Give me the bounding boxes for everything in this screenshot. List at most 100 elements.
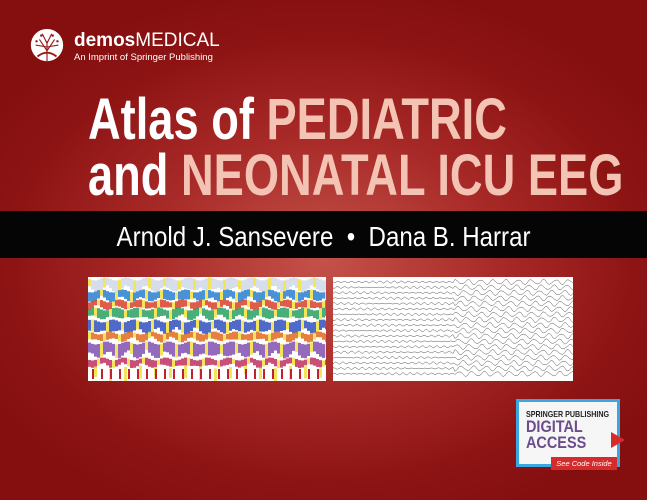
- spectrogram-cell: [160, 279, 163, 289]
- spectrogram-cell: [142, 357, 145, 364]
- spectrogram-cell: [169, 331, 172, 337]
- spectrogram-cell: [160, 365, 163, 380]
- spectrogram-cell: [166, 366, 169, 380]
- spectrogram-cell: [307, 358, 310, 364]
- brand-light: MEDICAL: [135, 30, 220, 51]
- spectrogram-cell: [112, 292, 115, 303]
- event-marker: [263, 369, 265, 379]
- spectrogram-cell: [214, 292, 217, 301]
- spectrogram-cell: [238, 332, 241, 340]
- spectrogram-cell: [208, 277, 211, 290]
- spectrogram-cell: [169, 341, 172, 355]
- spectrogram-cell: [325, 280, 326, 291]
- spectrogram-cell: [94, 320, 97, 333]
- event-marker: [137, 369, 139, 379]
- spectrogram-cell: [244, 299, 247, 306]
- spectrogram-cell: [151, 292, 154, 302]
- spectrogram-cell: [301, 367, 304, 378]
- spectrogram-cell: [253, 331, 256, 340]
- eeg-channel-trace: [333, 327, 573, 334]
- spectrogram-cell: [241, 359, 244, 368]
- spectrogram-cell: [238, 280, 241, 290]
- spectrogram-cell: [94, 359, 97, 368]
- spectrogram-cell: [229, 357, 232, 364]
- spectrogram-cell: [178, 359, 181, 366]
- spectrogram-cell: [295, 291, 298, 302]
- spectrogram-cell: [319, 331, 322, 338]
- spectrogram-cell: [274, 291, 277, 302]
- spectrogram-cell: [241, 307, 244, 317]
- spectrogram-cell: [244, 290, 247, 299]
- spectrogram-cell: [130, 360, 133, 369]
- spectrogram-cell: [325, 307, 326, 317]
- book-title: Atlas of PEDIATRIC and NEONATAL ICU EEG: [88, 91, 623, 205]
- spectrogram-cell: [142, 300, 145, 309]
- spectrogram-cell: [304, 344, 307, 359]
- spectrogram-cell: [139, 279, 142, 291]
- spectrogram-cell: [310, 322, 313, 334]
- event-marker: [200, 369, 202, 379]
- spectrogram-cell: [118, 358, 121, 365]
- spectrogram-cell: [121, 322, 124, 331]
- eeg-channel-trace: [333, 294, 573, 302]
- spectrogram-cell: [241, 320, 244, 333]
- spectrogram-cell: [103, 357, 106, 363]
- spectrogram-cell: [205, 334, 208, 340]
- spectrogram-cell: [196, 319, 199, 329]
- spectrogram-cell: [241, 333, 244, 340]
- spectrogram-cell: [262, 291, 265, 301]
- spectrogram-cell: [220, 344, 223, 354]
- spectrogram-cell: [193, 342, 196, 357]
- spectrogram-cell: [136, 300, 139, 307]
- spectrogram-cell: [175, 367, 178, 381]
- spectrogram-cell: [139, 334, 142, 343]
- spectrogram-cell: [109, 309, 112, 317]
- spectrogram-cell: [121, 334, 124, 342]
- spectrogram-cell: [169, 320, 172, 333]
- spectrogram-cell: [283, 280, 286, 293]
- spectrogram-cell: [190, 302, 193, 309]
- spectrogram-cell: [235, 331, 238, 340]
- spectrogram-cell: [286, 334, 289, 342]
- spectrogram-cell: [310, 289, 313, 299]
- spectrogram-cell: [295, 320, 298, 333]
- spectrogram-cell: [193, 331, 196, 339]
- spectrogram-cell: [157, 307, 160, 317]
- spectrogram-cell: [307, 279, 310, 289]
- spectrogram-cell: [304, 333, 307, 342]
- spectrogram-cell: [223, 299, 226, 305]
- spectrogram-cell: [265, 299, 268, 307]
- spectrogram-cell: [124, 277, 127, 286]
- spectrogram-cell: [112, 332, 115, 339]
- spectrogram-cell: [91, 301, 94, 309]
- spectrogram-cell: [307, 321, 310, 331]
- spectrogram-cell: [127, 302, 130, 310]
- spectrogram-cell: [268, 278, 271, 289]
- spectrogram-cell: [295, 302, 298, 309]
- spectrogram-cell: [163, 334, 166, 342]
- spectrogram-cell: [100, 334, 103, 342]
- spectrogram-cell: [268, 342, 271, 356]
- spectrogram-cell: [259, 292, 262, 303]
- spectrogram-cell: [196, 332, 199, 341]
- spectrogram-cell: [112, 319, 115, 332]
- spectrogram-cell: [229, 332, 232, 340]
- spectrogram-cell: [124, 289, 127, 299]
- spectrogram-cell: [136, 307, 139, 318]
- spectrogram-cell: [154, 301, 157, 309]
- title-and: and: [88, 143, 169, 208]
- spectrogram-cell: [187, 357, 190, 366]
- spectrogram-cell: [130, 331, 133, 338]
- spectrogram-cell: [256, 292, 259, 303]
- spectrogram-cell: [196, 280, 199, 290]
- spectrogram-cell: [127, 277, 130, 287]
- event-marker: [254, 369, 256, 379]
- spectrogram-cell: [193, 279, 196, 291]
- spectrogram-cell: [241, 280, 244, 292]
- spectrogram-cell: [103, 341, 106, 355]
- spectrogram-cell: [217, 332, 220, 341]
- spectrogram-cell: [118, 290, 121, 297]
- spectrogram-cell: [292, 332, 295, 341]
- spectrogram-cell: [166, 301, 169, 308]
- eeg-channel-trace: [333, 300, 573, 307]
